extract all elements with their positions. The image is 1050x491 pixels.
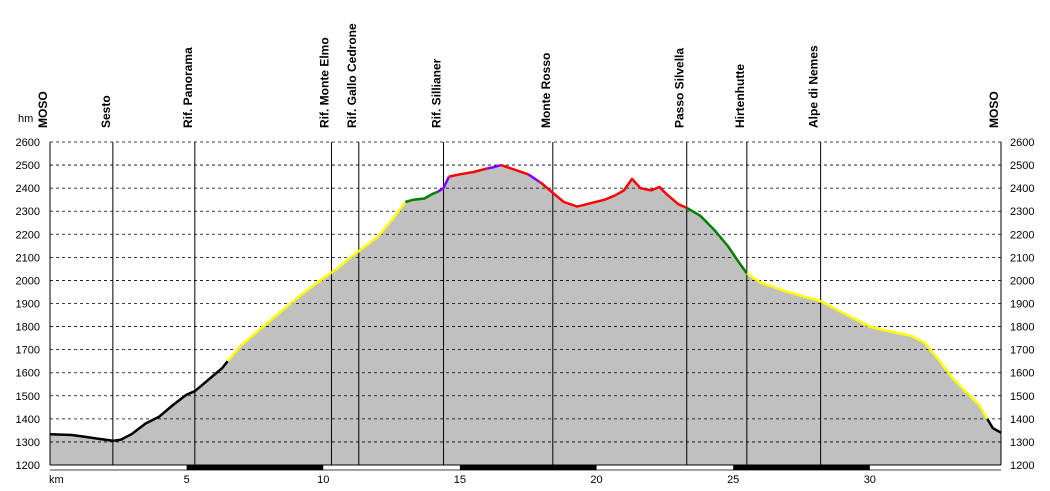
y-tick-label-left: 1900	[16, 299, 40, 311]
y-tick-label-left: 2500	[16, 160, 40, 172]
y-tick-label-left: 1600	[16, 368, 40, 380]
waypoint-label: Passo Silvella	[673, 48, 687, 128]
waypoint-label: Hirtenhutte	[733, 64, 747, 128]
profile-segment	[500, 163, 529, 176]
y-tick-label-right: 1300	[1010, 437, 1034, 449]
waypoint-label: Monte Rosso	[539, 53, 553, 128]
profile-segment	[437, 176, 451, 193]
profile-segment	[448, 167, 488, 178]
profile-segment	[486, 163, 502, 170]
y-tick-label-right: 2500	[1010, 160, 1034, 172]
x-tick-label: 10	[317, 474, 329, 486]
profile-segment	[746, 272, 989, 420]
waypoint-label: MOSO	[987, 91, 1001, 128]
x-tick-label: 25	[727, 474, 739, 486]
profile-segment	[49, 360, 229, 443]
x-tick-label: 5	[184, 474, 190, 486]
x-tick-label: 20	[590, 474, 602, 486]
waypoint-label: Rif. Gallo Cedrone	[345, 23, 359, 128]
profile-segment	[686, 206, 748, 275]
waypoint-label: Rif. Panorama	[181, 47, 195, 128]
profile-segment	[527, 173, 540, 183]
y-tick-label-right: 2600	[1010, 137, 1034, 149]
waypoint-label: Sesto	[99, 95, 113, 128]
y-tick-label-left: 2000	[16, 275, 40, 287]
y-axis-label: hm	[18, 113, 33, 125]
profile-segment	[538, 177, 688, 209]
profile-area	[50, 165, 1001, 465]
y-tick-label-left: 2600	[16, 137, 40, 149]
y-tick-label-right: 2100	[1010, 252, 1034, 264]
y-tick-label-left: 1400	[16, 414, 40, 426]
y-tick-label-left: 1500	[16, 391, 40, 403]
y-tick-label-left: 2100	[16, 252, 40, 264]
x-axis-label: km	[49, 474, 64, 486]
y-tick-label-right: 2400	[1010, 183, 1034, 195]
y-tick-label-right: 2200	[1010, 229, 1034, 241]
x-tick-label: 15	[454, 474, 466, 486]
scale-bar	[459, 465, 597, 470]
y-tick-label-left: 1200	[16, 460, 40, 472]
y-tick-label-left: 1700	[16, 345, 40, 357]
y-tick-label-right: 1900	[1010, 299, 1034, 311]
waypoint-label: MOSO	[36, 91, 50, 128]
scale-bar	[186, 465, 324, 470]
y-tick-label-right: 1200	[1010, 460, 1034, 472]
y-tick-label-right: 2000	[1010, 275, 1034, 287]
y-tick-label-right: 1600	[1010, 368, 1034, 380]
y-tick-label-right: 1700	[1010, 345, 1034, 357]
y-tick-label-right: 1800	[1010, 322, 1034, 334]
waypoint-label: Alpe di Nemes	[807, 45, 821, 128]
waypoint-label: Rif. Monte Elmo	[317, 37, 331, 128]
y-tick-label-right: 1400	[1010, 414, 1034, 426]
waypoint-label: Rif. Sillianer	[430, 58, 444, 128]
y-tick-label-left: 2400	[16, 183, 40, 195]
x-tick-label: 30	[864, 474, 876, 486]
y-tick-label-left: 1300	[16, 437, 40, 449]
profile-segment	[404, 190, 439, 204]
profile-segment	[226, 201, 407, 363]
y-tick-label-right: 2300	[1010, 206, 1034, 218]
y-tick-label-left: 2200	[16, 229, 40, 241]
profile-segment	[986, 418, 1002, 434]
y-tick-label-right: 1500	[1010, 391, 1034, 403]
scale-bar	[733, 465, 870, 470]
y-tick-label-left: 2300	[16, 206, 40, 218]
y-tick-label-left: 1800	[16, 322, 40, 334]
